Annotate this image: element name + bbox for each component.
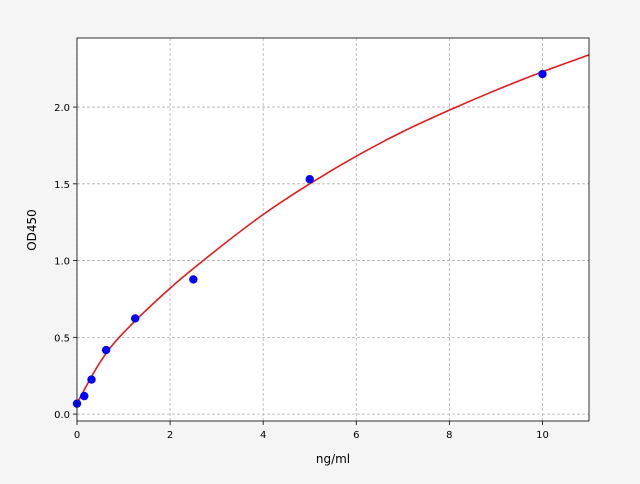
y-tick-label: 1.5	[54, 180, 70, 191]
data-point	[538, 69, 547, 79]
x-tick-label: 6	[353, 430, 359, 441]
data-point	[130, 314, 140, 323]
x-tick-label: 10	[536, 430, 549, 441]
x-axis-label: ng/ml	[316, 452, 350, 466]
data-point	[305, 175, 314, 184]
data-point	[101, 345, 111, 355]
y-tick-label: 0.0	[54, 410, 70, 421]
y-tick-label: 1.0	[54, 257, 70, 268]
grid	[76, 38, 589, 421]
x-tick-label: 4	[260, 430, 266, 441]
fit-curve	[76, 54, 590, 404]
data-point	[87, 375, 96, 384]
x-tick-label: 2	[167, 430, 173, 441]
x-tick-label: 0	[74, 430, 80, 441]
data-point	[80, 391, 89, 401]
x-tick-label: 8	[446, 430, 452, 441]
data-point	[189, 275, 198, 284]
plot-frame	[76, 37, 590, 422]
y-tick-label: 0.5	[54, 333, 70, 344]
y-tick-label: 2.0	[54, 103, 70, 114]
ticks: 0 2 4 6 8 10 0.0 0.5 1.0 1.5 2.0	[54, 103, 549, 441]
y-axis-label: OD450	[25, 209, 39, 251]
plot-area	[77, 38, 589, 421]
